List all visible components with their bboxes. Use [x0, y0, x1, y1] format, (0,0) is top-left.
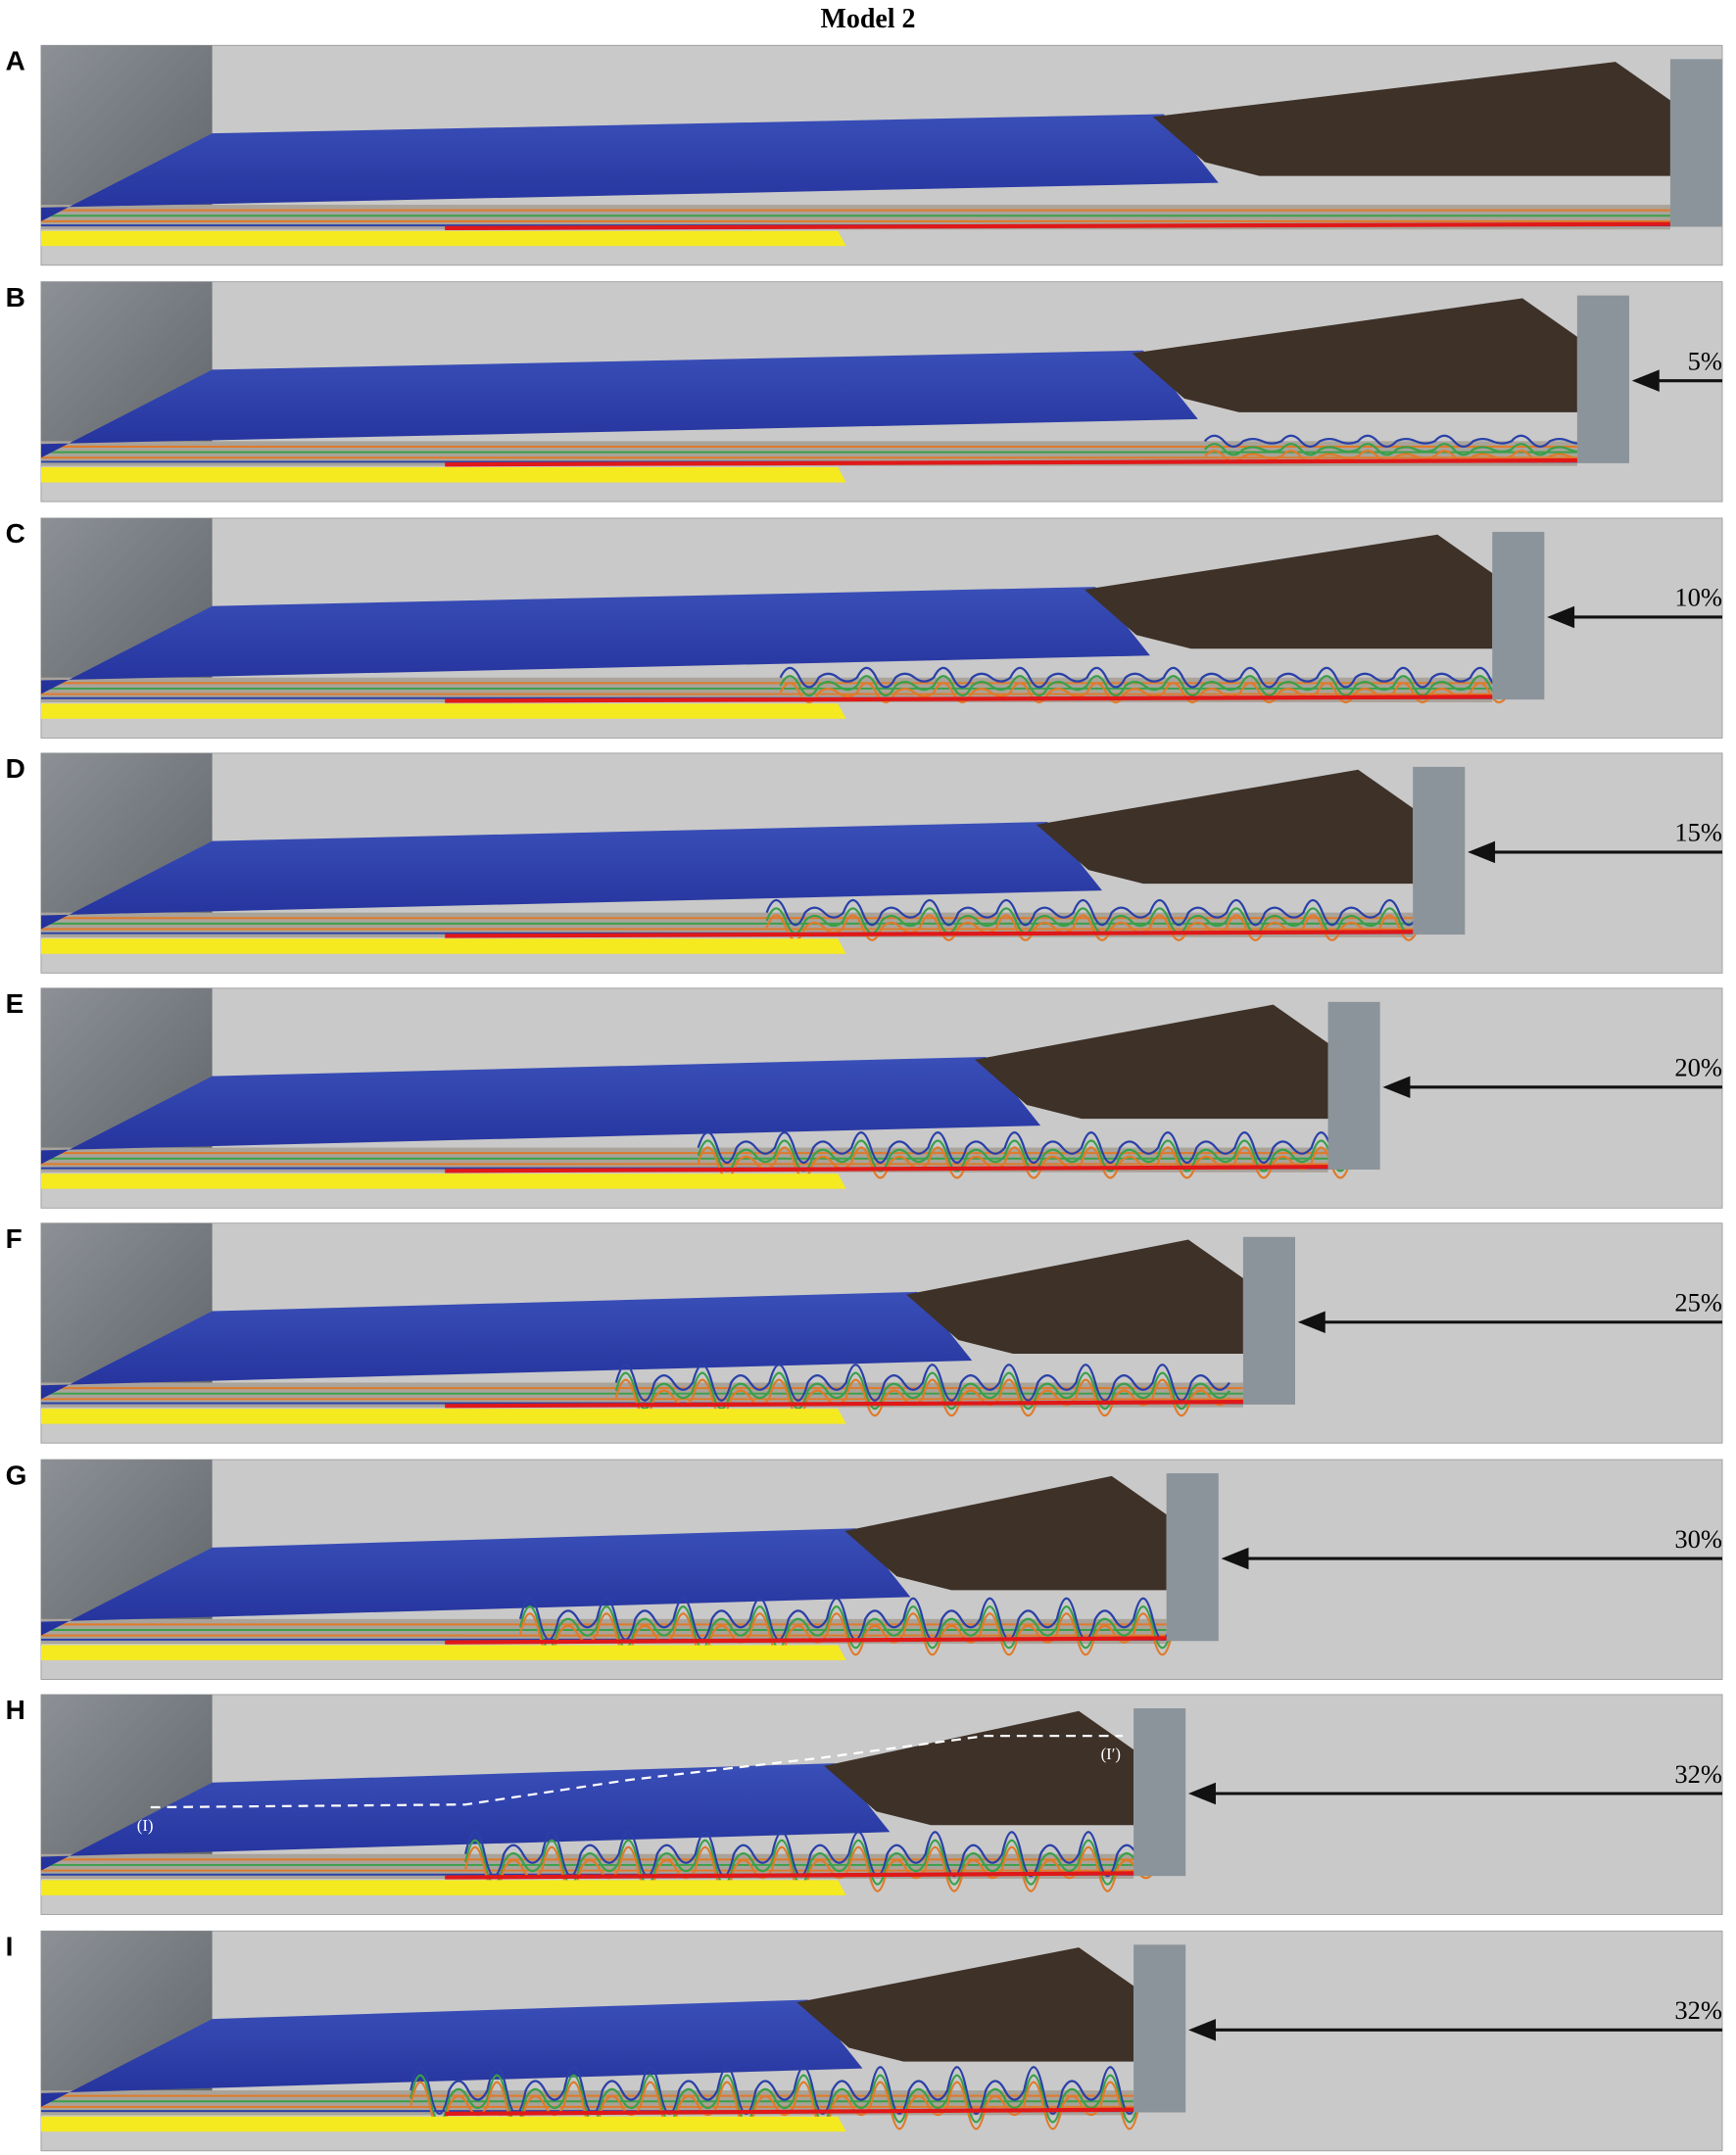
shortening-label: 20%	[1674, 1053, 1722, 1082]
arrow-head	[1221, 1547, 1249, 1570]
panel-label: I	[6, 1932, 14, 1962]
backstop	[1413, 766, 1466, 935]
blue-layer	[40, 822, 1102, 930]
fold-line	[518, 1597, 1174, 1641]
fold-line	[464, 1839, 1157, 1886]
base-yellow	[40, 938, 846, 954]
fold-line	[410, 2066, 1140, 2115]
arrow-head	[1188, 2019, 1216, 2041]
shortening-label: 32%	[1674, 1759, 1722, 1789]
wedge	[824, 1710, 1134, 1826]
base-red	[445, 457, 1577, 467]
fold-line	[765, 914, 1420, 941]
wedge	[796, 1947, 1134, 2062]
fold-line	[765, 907, 1420, 934]
base-yellow	[40, 703, 846, 719]
panel-label: C	[6, 518, 25, 549]
shortening-label: 15%	[1674, 818, 1722, 847]
panel-label: A	[6, 46, 25, 76]
fold-line	[614, 1364, 1230, 1402]
blue-layer	[40, 114, 1219, 221]
backstop	[1576, 295, 1629, 463]
wedge	[1152, 62, 1670, 176]
fold-line	[779, 666, 1511, 689]
blue-layer	[40, 1999, 863, 2107]
figure-title: Model 2	[820, 4, 915, 34]
shortening-label: 32%	[1674, 1995, 1722, 2025]
panel-label: G	[6, 1460, 27, 1490]
base-yellow	[40, 1880, 846, 1895]
base-yellow	[40, 2116, 846, 2132]
fold-line	[464, 1845, 1157, 1892]
panel-label: B	[6, 282, 25, 312]
base-yellow	[40, 1173, 846, 1189]
wedge	[1132, 298, 1577, 412]
fold-line	[1203, 450, 1589, 463]
arrow-head	[1468, 840, 1496, 864]
arrow-head	[1297, 1311, 1326, 1333]
wedge	[1084, 534, 1493, 649]
fold-line	[697, 1131, 1351, 1165]
base-red	[445, 930, 1414, 938]
blue-layer	[40, 1528, 911, 1636]
base-yellow	[40, 1645, 846, 1660]
backstop	[1166, 1473, 1219, 1642]
arrow-head	[1188, 1782, 1216, 1805]
section-line	[150, 1734, 1123, 1809]
fold-line	[464, 1831, 1157, 1878]
fold-line	[1203, 434, 1589, 449]
fold-line	[765, 898, 1420, 927]
panel-label: D	[6, 753, 25, 784]
backstop	[1133, 1708, 1186, 1877]
backstop	[1492, 531, 1545, 700]
wedge	[844, 1475, 1167, 1591]
wedge	[975, 1004, 1328, 1120]
backstop	[1327, 1001, 1380, 1171]
wedge	[1036, 769, 1414, 885]
panel-label: E	[6, 988, 24, 1019]
blue-layer	[40, 1056, 1041, 1165]
arrow-head	[1382, 1076, 1411, 1099]
base-yellow	[40, 230, 846, 247]
base-yellow	[40, 467, 846, 483]
backstop	[1133, 1944, 1186, 2113]
blue-layer	[40, 587, 1150, 694]
wedge	[906, 1239, 1243, 1355]
blue-layer	[40, 1763, 891, 1871]
panel-label: F	[6, 1223, 23, 1254]
base-red	[445, 1871, 1134, 1880]
panel-label: H	[6, 1695, 25, 1725]
fold-line	[779, 675, 1511, 697]
shortening-label: 30%	[1674, 1524, 1722, 1554]
arrow-head	[1631, 369, 1660, 392]
shortening-label: 10%	[1674, 583, 1722, 612]
base-red	[445, 2107, 1134, 2117]
base-red	[445, 1400, 1243, 1409]
backstop	[1669, 59, 1723, 227]
base-yellow	[40, 1409, 846, 1424]
base-red	[445, 1165, 1328, 1173]
base-red	[445, 694, 1493, 703]
backstop	[1242, 1236, 1296, 1405]
fold-line	[1203, 443, 1589, 456]
arrow-head	[1547, 605, 1575, 629]
section-end-label: (I′)	[1101, 1745, 1121, 1763]
blue-layer	[40, 350, 1198, 458]
fold-line	[410, 2074, 1140, 2124]
shortening-label: 25%	[1674, 1287, 1722, 1317]
section-start-label: (I)	[137, 1816, 154, 1835]
shortening-label: 5%	[1688, 346, 1722, 375]
base-red	[445, 1636, 1167, 1645]
base-red	[445, 221, 1670, 231]
blue-layer	[40, 1291, 973, 1400]
